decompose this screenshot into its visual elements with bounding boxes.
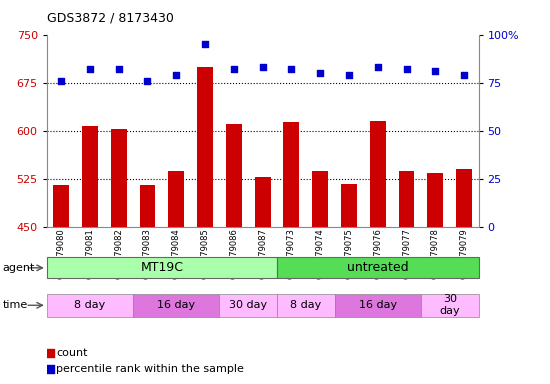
Point (287, 66, 296, 72)
Bar (219, 294, 277, 317)
Text: percentile rank within the sample: percentile rank within the sample (56, 364, 244, 374)
Bar (53, 185, 69, 227)
Bar (255, 177, 271, 227)
Bar (47, 294, 133, 317)
Bar (399, 171, 415, 227)
Bar (456, 169, 472, 227)
Point (344, 72, 353, 78)
Bar (82, 126, 98, 227)
Bar (47, 257, 277, 278)
Bar (133, 294, 219, 317)
Bar (277, 294, 334, 317)
Text: untreated: untreated (347, 262, 409, 274)
Point (172, 72, 180, 78)
Text: GDS3872 / 8173430: GDS3872 / 8173430 (47, 12, 174, 25)
Point (373, 64, 382, 70)
Point (143, 78, 152, 84)
Point (431, 68, 439, 74)
Bar (370, 121, 386, 227)
Text: MT19C: MT19C (140, 262, 183, 274)
Point (57, 78, 65, 84)
Bar (312, 171, 328, 227)
Bar (140, 185, 156, 227)
Text: 16 day: 16 day (157, 300, 195, 310)
Bar (421, 294, 478, 317)
Bar (197, 66, 213, 227)
Point (229, 66, 238, 72)
Bar (168, 171, 184, 227)
Point (114, 66, 123, 72)
Bar (111, 129, 127, 227)
Point (460, 72, 469, 78)
Text: agent: agent (3, 263, 35, 273)
Bar (226, 124, 242, 227)
Text: 30 day: 30 day (229, 300, 267, 310)
Point (402, 66, 411, 72)
Point (316, 70, 324, 76)
Text: count: count (56, 348, 88, 358)
Text: 16 day: 16 day (359, 300, 397, 310)
Bar (283, 122, 299, 227)
Point (86, 66, 95, 72)
Bar (277, 257, 478, 278)
Point (205, 149, 213, 155)
Bar (427, 174, 443, 227)
Bar (341, 184, 357, 227)
Text: 8 day: 8 day (290, 300, 321, 310)
Text: time: time (3, 300, 28, 310)
Bar (334, 294, 421, 317)
Text: 8 day: 8 day (74, 300, 106, 310)
Point (258, 64, 267, 70)
Text: 30
day: 30 day (439, 295, 460, 316)
Point (201, 41, 210, 47)
Point (205, 288, 213, 294)
